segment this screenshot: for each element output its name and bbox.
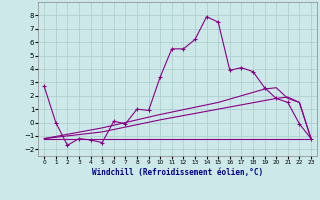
X-axis label: Windchill (Refroidissement éolien,°C): Windchill (Refroidissement éolien,°C) [92,168,263,177]
